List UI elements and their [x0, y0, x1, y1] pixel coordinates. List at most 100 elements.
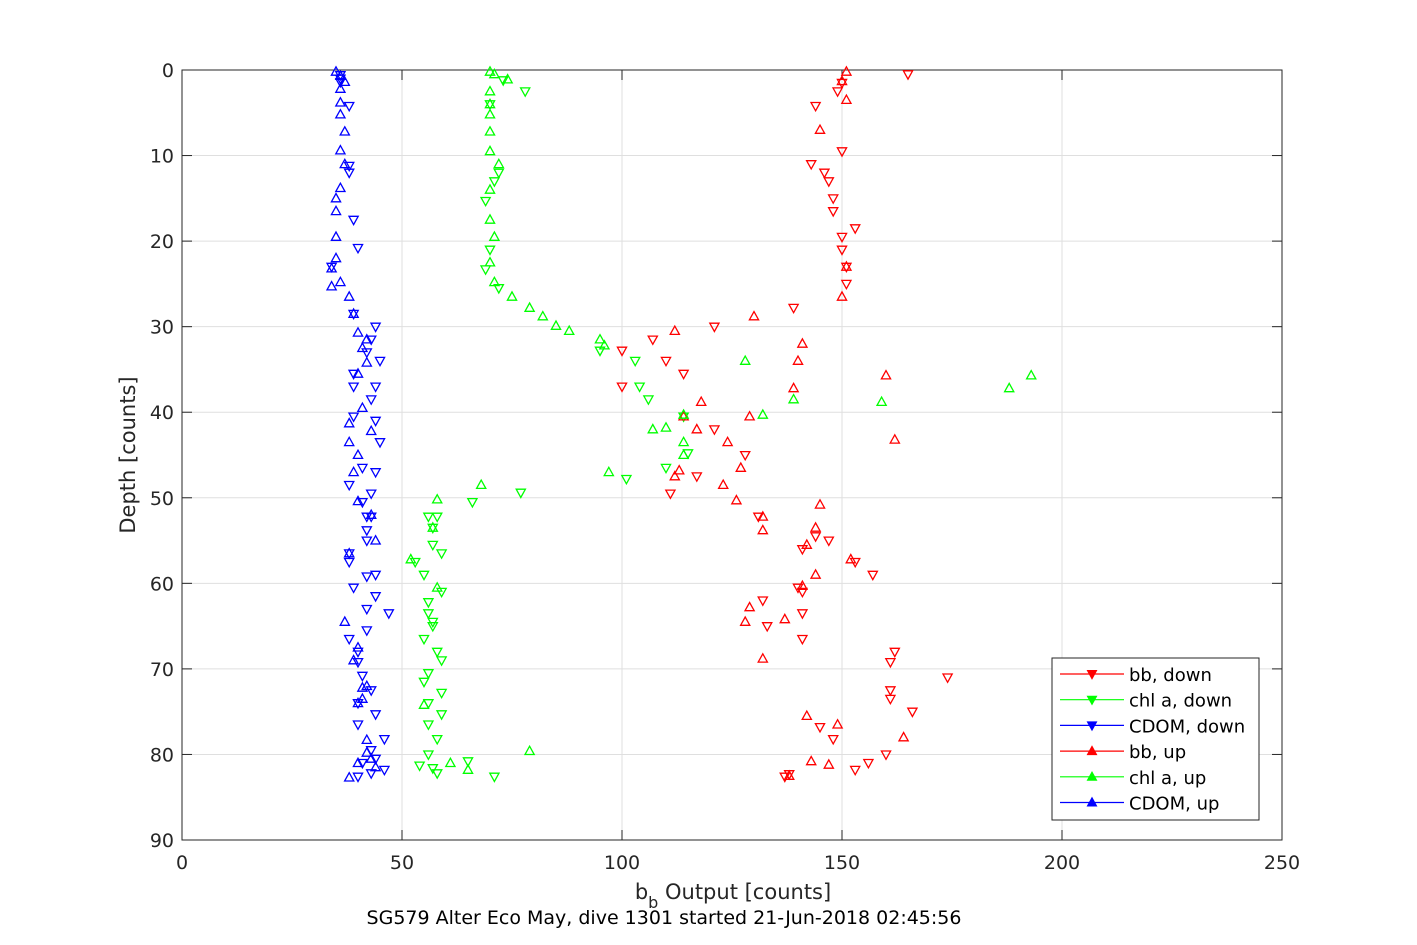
data-point — [427, 521, 439, 532]
data-point — [422, 598, 435, 609]
data-point — [361, 746, 373, 757]
data-point — [831, 87, 844, 98]
data-point — [757, 596, 769, 607]
data-point — [827, 734, 839, 746]
data-point — [334, 77, 347, 89]
x-tick-label: 0 — [176, 852, 188, 874]
data-point — [484, 85, 496, 96]
data-point — [598, 339, 611, 350]
data-point — [616, 346, 628, 357]
data-point — [814, 498, 826, 509]
data-point — [484, 108, 496, 119]
data-point — [523, 301, 536, 312]
data-point — [325, 262, 338, 273]
data-point — [823, 177, 835, 188]
data-point — [343, 290, 355, 301]
y-tick-label: 40 — [150, 402, 174, 424]
data-point — [347, 215, 360, 226]
data-point — [805, 160, 817, 171]
data-point — [801, 538, 813, 549]
data-point — [757, 524, 769, 535]
data-point — [695, 395, 707, 407]
data-point — [677, 435, 690, 447]
y-tick-label: 70 — [150, 659, 174, 681]
data-point — [343, 417, 355, 428]
y-tick-label: 80 — [150, 744, 174, 766]
data-point — [884, 686, 897, 697]
data-point — [827, 194, 839, 205]
data-point — [356, 401, 369, 413]
data-point — [369, 570, 382, 581]
data-point — [739, 354, 751, 365]
data-point — [757, 652, 769, 663]
data-point — [339, 75, 351, 87]
data-point — [849, 224, 861, 235]
x-axis-label: bb Output [counts] — [635, 880, 831, 912]
data-point — [343, 101, 355, 113]
data-point — [365, 395, 377, 406]
data-point — [836, 78, 848, 90]
data-point — [840, 93, 853, 105]
data-point — [435, 710, 448, 721]
data-point — [378, 734, 391, 746]
data-point — [484, 65, 496, 76]
data-point — [660, 356, 672, 368]
data-point — [840, 262, 853, 273]
data-point — [836, 74, 848, 86]
data-point — [941, 673, 954, 684]
data-point — [334, 181, 347, 193]
data-point — [708, 425, 721, 436]
data-point — [352, 699, 364, 710]
y-tick-label: 60 — [150, 573, 174, 595]
data-point — [361, 333, 373, 344]
data-point — [603, 465, 615, 477]
data-point — [792, 354, 804, 365]
data-point — [352, 243, 364, 255]
data-point — [620, 474, 633, 486]
data-point — [431, 734, 443, 746]
data-point — [356, 758, 369, 770]
data-point — [418, 677, 430, 688]
legend-marker — [1086, 721, 1098, 732]
data-point — [347, 382, 360, 393]
legend-marker — [1086, 695, 1098, 706]
data-point — [836, 290, 848, 301]
data-point — [330, 192, 342, 203]
data-point — [814, 123, 826, 134]
data-point — [862, 758, 875, 770]
data-point — [660, 463, 672, 475]
data-point — [369, 592, 382, 603]
data-point — [334, 96, 347, 107]
data-point — [484, 213, 496, 224]
data-point — [677, 412, 690, 423]
data-point — [616, 382, 628, 393]
data-point — [352, 756, 364, 768]
data-point — [343, 168, 355, 179]
data-point — [721, 435, 734, 447]
x-tick-label: 50 — [390, 852, 414, 874]
data-point — [845, 553, 857, 564]
data-point — [831, 718, 844, 729]
data-point — [431, 769, 443, 780]
data-point — [356, 463, 369, 475]
data-point — [356, 692, 369, 703]
data-point — [823, 758, 835, 769]
data-point — [347, 654, 360, 665]
data-point — [422, 609, 435, 620]
data-point — [405, 553, 417, 564]
data-point — [352, 720, 364, 731]
data-point — [906, 707, 919, 718]
data-point — [779, 613, 791, 624]
data-point — [431, 493, 443, 504]
data-point — [739, 615, 751, 626]
data-point — [787, 382, 800, 393]
data-point — [361, 626, 373, 637]
data-point — [347, 465, 360, 477]
data-point — [484, 183, 496, 194]
data-point — [435, 656, 448, 667]
data-point — [836, 245, 848, 256]
data-point — [884, 694, 897, 706]
data-point — [647, 335, 659, 346]
data-point — [325, 280, 338, 291]
